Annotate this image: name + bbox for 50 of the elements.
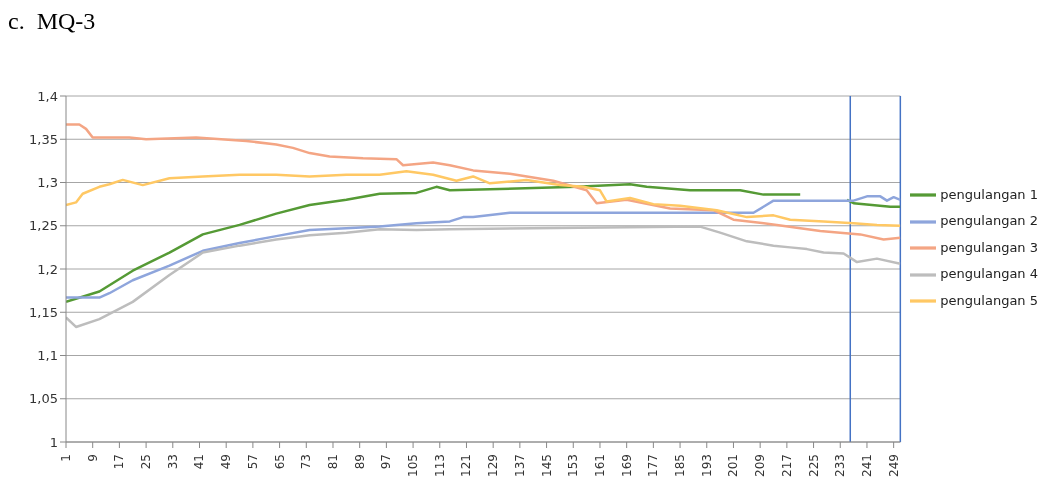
line-series	[66, 170, 901, 227]
x-tick-label: 17	[112, 454, 127, 470]
y-tick-label: 1,35	[29, 131, 58, 147]
y-tick-label: 1,4	[37, 88, 58, 104]
x-tick-label: 105	[406, 454, 421, 477]
y-tick-label: 1,1	[37, 348, 58, 364]
line-series	[66, 225, 901, 329]
x-tick-label: 65	[272, 454, 287, 470]
x-tick-label: 233	[833, 454, 848, 477]
legend-label: pengulangan 3	[940, 239, 1038, 255]
x-tick-label: 73	[299, 454, 314, 470]
legend-label: pengulangan 5	[940, 292, 1038, 308]
y-tick-label: 1,25	[29, 218, 58, 234]
x-tick-label: 33	[165, 454, 180, 470]
x-tick-label: 217	[779, 454, 794, 477]
x-tick-label: 89	[352, 454, 367, 470]
x-tick-label: 153	[566, 454, 581, 477]
x-tick-label: 169	[619, 454, 634, 477]
chart-title: c. MQ-3	[8, 8, 96, 35]
x-tick-label: 209	[753, 454, 768, 477]
x-tick-label: 129	[486, 454, 501, 477]
y-tick-label: 1,15	[29, 304, 58, 320]
x-tick-label: 193	[699, 454, 714, 477]
x-tick-label: 113	[432, 454, 447, 477]
x-tick-label: 1	[59, 454, 73, 462]
x-tick-label: 137	[512, 454, 527, 477]
y-tick-label: 1,2	[37, 261, 58, 277]
x-tick-label: 241	[859, 454, 874, 477]
line-series	[66, 123, 901, 241]
x-tick-label: 121	[459, 454, 474, 477]
legend-label: pengulangan 1	[940, 186, 1038, 202]
y-tick-label: 1,3	[37, 175, 58, 191]
x-tick-label: 49	[219, 454, 234, 470]
x-tick-label: 81	[325, 454, 340, 470]
x-tick-label: 249	[886, 454, 901, 477]
x-tick-label: 201	[726, 454, 741, 477]
y-tick-label: 1	[49, 434, 58, 450]
x-tick-label: 145	[539, 454, 554, 477]
x-tick-label: 177	[646, 454, 661, 477]
x-tick-label: 25	[139, 454, 154, 470]
legend-label: pengulangan 4	[940, 266, 1038, 282]
x-tick-label: 185	[673, 454, 688, 477]
y-tick-label: 1,05	[29, 391, 58, 407]
x-tick-label: 97	[379, 454, 394, 470]
x-tick-label: 41	[192, 454, 207, 470]
x-tick-label: 9	[85, 454, 100, 462]
x-tick-label: 161	[592, 454, 607, 477]
x-tick-label: 225	[806, 454, 821, 477]
legend-label: pengulangan 2	[940, 213, 1038, 229]
x-tick-label: 57	[245, 454, 260, 470]
